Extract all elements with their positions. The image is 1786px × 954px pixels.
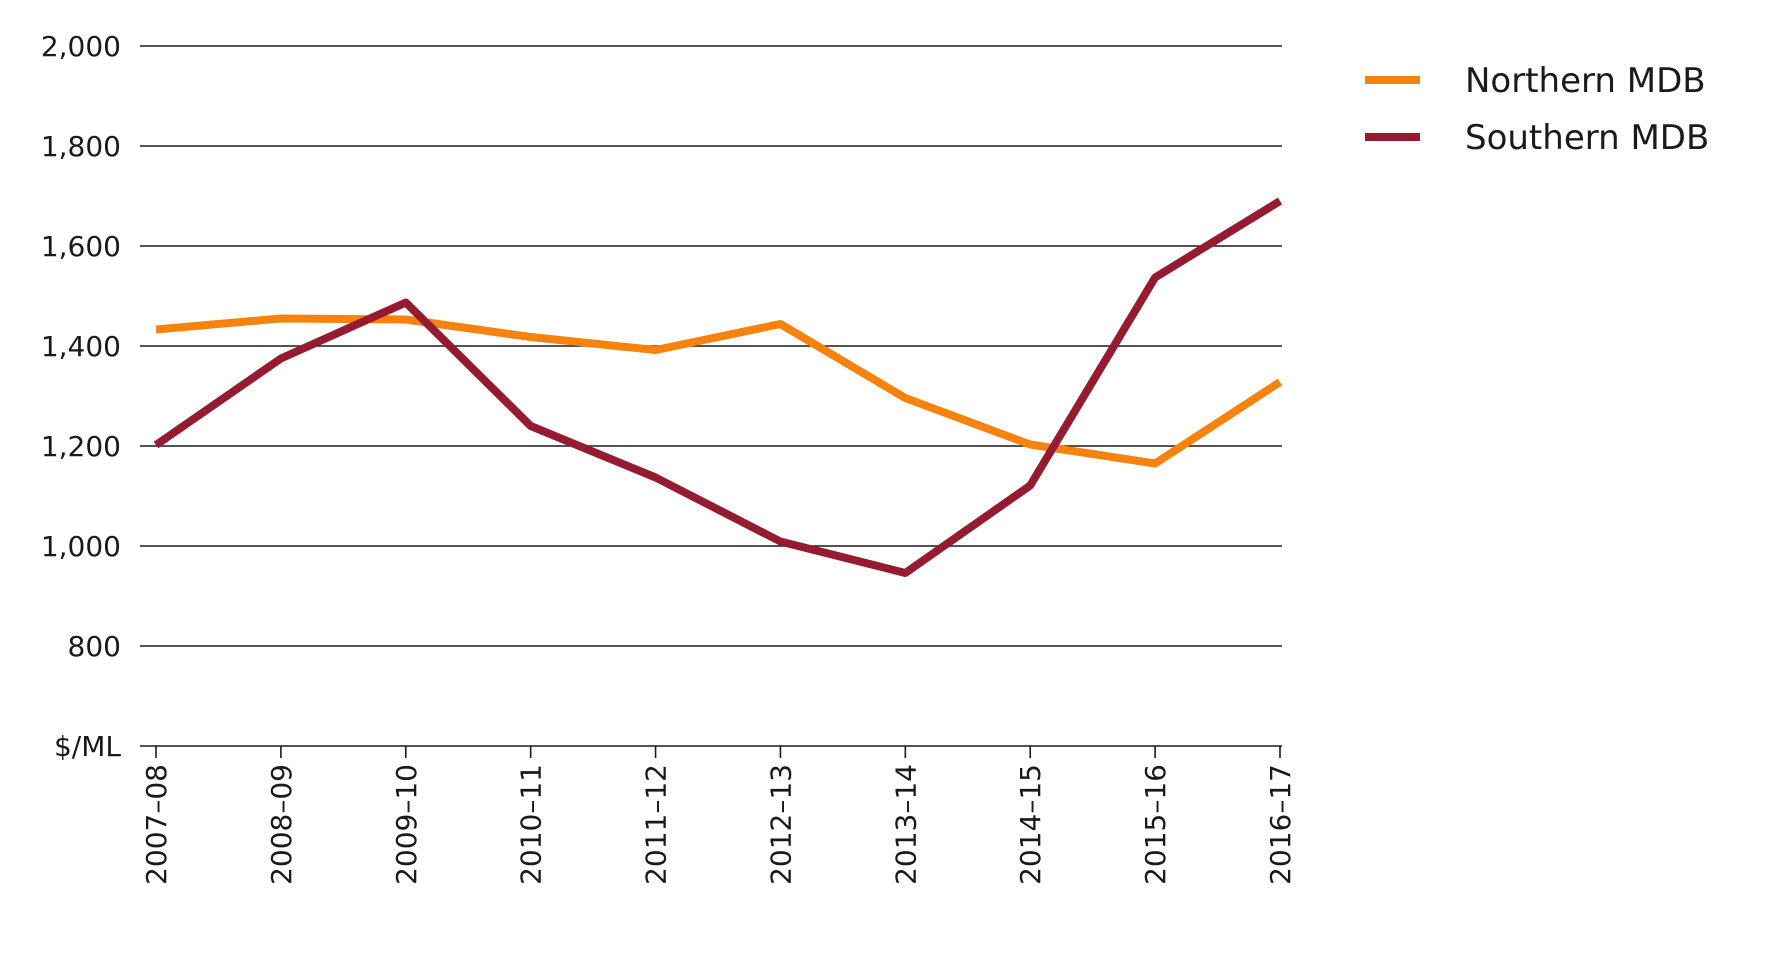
y-tick-label: 2,000	[41, 30, 121, 63]
x-tick-label: 2010–11	[515, 764, 548, 885]
y-tick-label: 1,800	[41, 130, 121, 163]
y-tick-label: 1,200	[41, 430, 121, 463]
x-tick-label: 2009–10	[390, 764, 423, 885]
x-tick-label: 2007–08	[140, 764, 173, 885]
x-tick-label: 2012–13	[764, 764, 797, 885]
x-tick-label: 2015–16	[1139, 764, 1172, 885]
legend-label: Northern MDB	[1465, 61, 1706, 101]
y-tick-label: 1,400	[41, 330, 121, 363]
gridlines	[140, 45, 1282, 647]
y-tick-label: 800	[68, 630, 121, 663]
legend: Northern MDB Southern MDB	[1365, 61, 1709, 158]
x-tick-label: 2008–09	[265, 764, 298, 885]
x-tick-label: 2016–17	[1264, 764, 1297, 885]
y-axis-unit-label: $/ML	[54, 730, 121, 763]
x-tick-label: 2013–14	[889, 764, 922, 885]
y-tick-label: 1,000	[41, 530, 121, 563]
legend-label: Southern MDB	[1465, 118, 1709, 158]
series-line-southern-mdb	[153, 197, 1283, 577]
series-lines	[153, 197, 1283, 577]
series-line-northern-mdb	[155, 314, 1283, 468]
axes: 2,000 1,800 1,600 1,400 1,200 1,000 800 $/ML 200…	[41, 30, 1297, 885]
y-tick-label: 1,600	[41, 230, 121, 263]
x-tick-label: 2011–12	[640, 764, 673, 885]
x-tick-label: 2014–15	[1014, 764, 1047, 885]
